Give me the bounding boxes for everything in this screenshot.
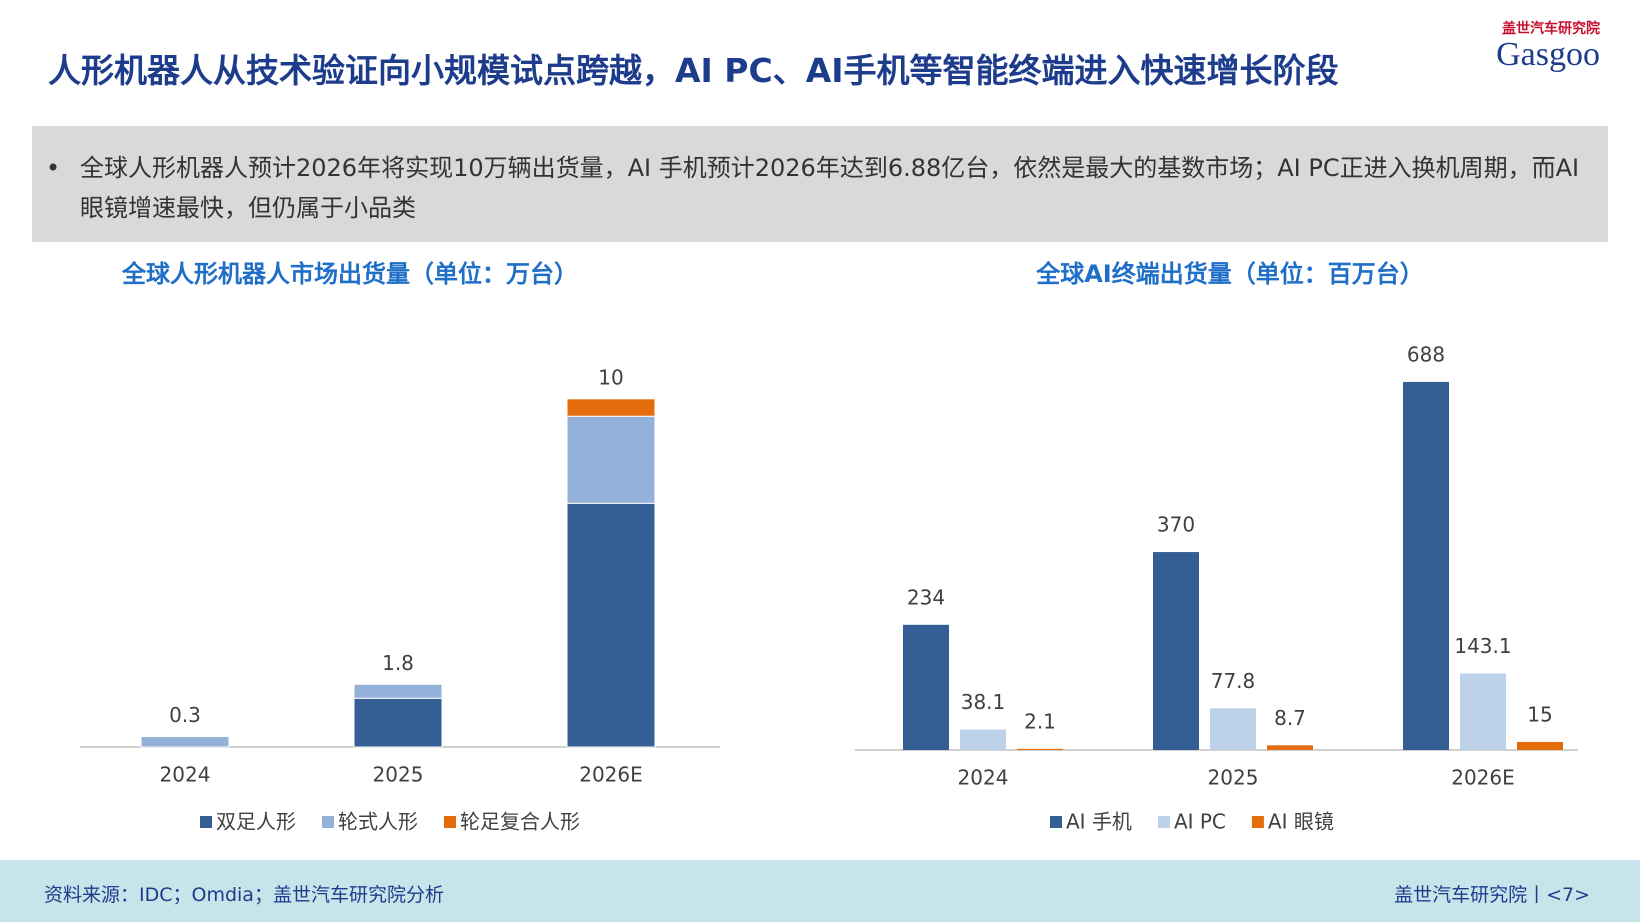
bar-segment [566, 502, 656, 748]
page-number: 盖世汽车研究院丨<7> [1394, 884, 1590, 906]
chart: 全球人形机器人市场出货量（单位：万台） 2024 0.3 2025 1.8 2026E 10… [80, 260, 720, 834]
bar [1210, 708, 1256, 750]
bar [1017, 748, 1063, 750]
total-label: 10 [598, 365, 623, 389]
legend-label: AI PC [1174, 810, 1226, 834]
legend-label: 轮式人形 [338, 810, 418, 834]
legend-label: 轮足复合人形 [460, 810, 580, 834]
data-label: 38.1 [961, 690, 1006, 714]
data-label: 8.7 [1274, 706, 1306, 730]
summary-box: • 全球人形机器人预计2026年将实现10万辆出货量，AI 手机预计2026年达… [32, 126, 1608, 242]
x-tick-label: 2024 [958, 766, 1009, 790]
bar [960, 729, 1006, 750]
total-label: 1.8 [382, 651, 414, 675]
bar [1517, 741, 1563, 750]
data-label: 143.1 [1454, 634, 1511, 658]
data-label: 2.1 [1024, 709, 1056, 733]
x-tick-label: 2026E [579, 763, 643, 787]
source-note: 资料来源：IDC；Omdia；盖世汽车研究院分析 [44, 884, 444, 906]
logo-brand: 盖世汽车研究院 [1502, 21, 1600, 37]
logo-name: Gasgoo [1496, 36, 1600, 73]
legend-swatch [200, 816, 212, 828]
bar-segment [353, 683, 443, 699]
bar [903, 624, 949, 750]
x-tick-label: 2024 [160, 763, 211, 787]
legend-label: AI 眼镜 [1268, 810, 1334, 834]
chart-title: 全球人形机器人市场出货量（单位：万台） [121, 260, 578, 288]
bullet-dot: • [46, 154, 61, 182]
logo: 盖世汽车研究院 Gasgoo [1496, 18, 1600, 72]
x-tick-label: 2025 [1208, 766, 1259, 790]
total-label: 0.3 [169, 703, 201, 727]
legend-swatch [1050, 816, 1062, 828]
chart: 全球AI终端出货量（单位：百万台） 2024 234 38.1 2.1 2025 370 77… [855, 260, 1578, 834]
bar [1403, 381, 1449, 750]
footer: 资料来源：IDC；Omdia；盖世汽车研究院分析 盖世汽车研究院丨<7> [0, 860, 1640, 922]
bar-segment [566, 398, 656, 417]
legend-swatch [444, 816, 456, 828]
slide-title: 人形机器人从技术验证向小规模试点跨越，AI PC、AI手机等智能终端进入快速增长… [48, 51, 1339, 90]
data-label: 688 [1407, 342, 1445, 366]
data-label: 15 [1527, 702, 1552, 726]
legend-label: 双足人形 [216, 810, 296, 834]
data-label: 77.8 [1211, 669, 1256, 693]
x-tick-label: 2026E [1451, 766, 1515, 790]
bar-segment [566, 415, 656, 504]
legend-swatch [322, 816, 334, 828]
bar-segment [140, 736, 230, 748]
bar [1153, 552, 1199, 750]
chart-title: 全球AI终端出货量（单位：百万台） [1035, 260, 1424, 288]
bar [1267, 745, 1313, 750]
data-label: 234 [907, 585, 945, 609]
legend-label: AI 手机 [1066, 810, 1132, 834]
bar [1460, 673, 1506, 750]
data-label: 370 [1157, 513, 1195, 537]
bar-segment [353, 697, 443, 748]
legend-swatch [1251, 816, 1264, 828]
x-tick-label: 2025 [373, 763, 424, 787]
summary-text: 全球人形机器人预计2026年将实现10万辆出货量，AI 手机预计2026年达到6… [80, 154, 1580, 222]
legend-swatch [1157, 816, 1170, 828]
